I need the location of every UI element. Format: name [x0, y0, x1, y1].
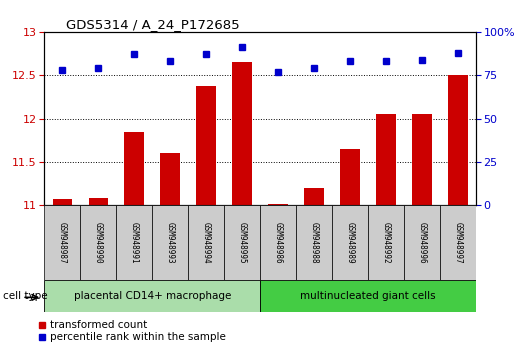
Bar [161, 153, 180, 205]
Bar [232, 62, 252, 205]
Text: GSM948988: GSM948988 [310, 222, 319, 263]
Bar [304, 188, 324, 205]
Bar [376, 114, 396, 205]
Bar [196, 86, 216, 205]
Text: GSM948997: GSM948997 [453, 222, 462, 263]
Bar [88, 198, 108, 205]
Bar [81, 205, 116, 280]
Text: GDS5314 / A_24_P172685: GDS5314 / A_24_P172685 [66, 18, 240, 31]
Text: multinucleated giant cells: multinucleated giant cells [300, 291, 436, 301]
Text: GSM948995: GSM948995 [238, 222, 247, 263]
Bar [44, 280, 260, 312]
Bar [52, 199, 72, 205]
Text: GSM948993: GSM948993 [166, 222, 175, 263]
Bar [260, 205, 296, 280]
Text: GSM948991: GSM948991 [130, 222, 139, 263]
Bar [440, 205, 476, 280]
Text: placental CD14+ macrophage: placental CD14+ macrophage [74, 291, 231, 301]
Bar [268, 204, 288, 205]
Bar [44, 205, 81, 280]
Bar [116, 205, 152, 280]
Text: GSM948994: GSM948994 [202, 222, 211, 263]
Bar [188, 205, 224, 280]
Bar [448, 75, 468, 205]
Text: GSM948986: GSM948986 [274, 222, 282, 263]
Bar [340, 149, 360, 205]
Text: GSM948987: GSM948987 [58, 222, 67, 263]
Bar [296, 205, 332, 280]
Text: GSM948990: GSM948990 [94, 222, 103, 263]
Text: GSM948996: GSM948996 [417, 222, 426, 263]
Bar [260, 280, 476, 312]
Bar [332, 205, 368, 280]
Legend: transformed count, percentile rank within the sample: transformed count, percentile rank withi… [39, 320, 225, 342]
Bar [224, 205, 260, 280]
Text: GSM948992: GSM948992 [382, 222, 391, 263]
Bar [412, 114, 432, 205]
Bar [124, 132, 144, 205]
Bar [368, 205, 404, 280]
Text: cell type: cell type [3, 291, 47, 301]
Bar [152, 205, 188, 280]
Text: GSM948989: GSM948989 [346, 222, 355, 263]
Bar [404, 205, 440, 280]
